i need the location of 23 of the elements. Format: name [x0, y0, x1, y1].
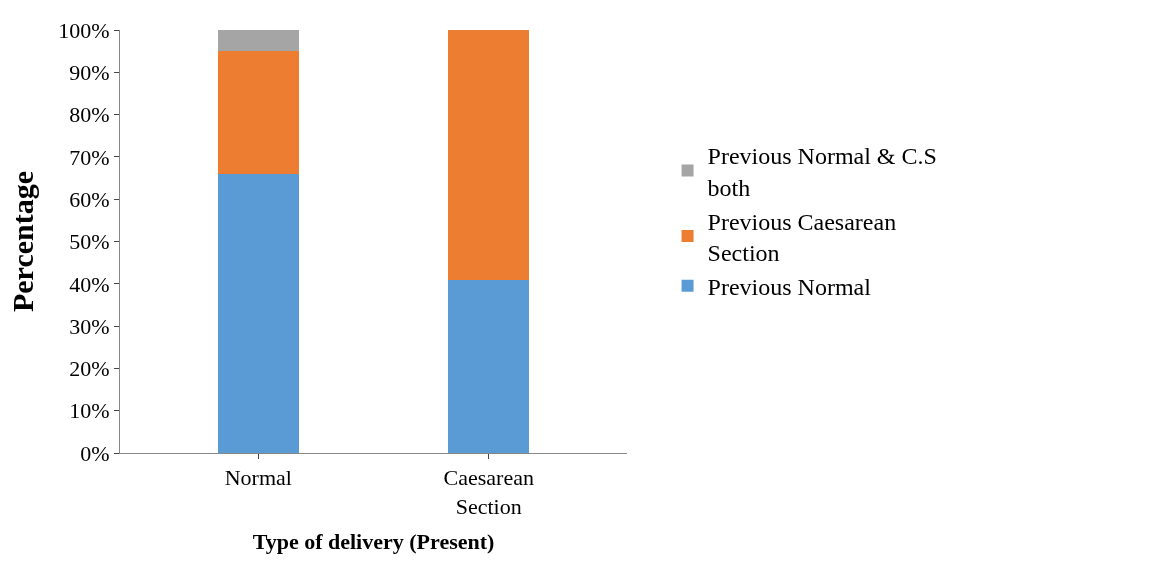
y-tick-label: 10% [69, 398, 110, 424]
y-tick-label: 50% [69, 229, 110, 255]
y-tick-label: 30% [69, 313, 110, 339]
y-axis-title: Percentage [6, 170, 40, 313]
x-tick-label: Normal [224, 465, 292, 491]
bar [217, 173, 299, 453]
y-tick-label: 100% [58, 17, 110, 43]
y-tick-label: 70% [69, 144, 110, 170]
bar [448, 279, 530, 453]
bar [448, 30, 530, 280]
x-tick-label: Caesarean Section [443, 465, 534, 519]
y-tick-label: 20% [69, 356, 110, 382]
bar [217, 30, 299, 52]
y-tick-label: 90% [69, 60, 110, 85]
y-tick-label: 80% [69, 102, 110, 128]
y-tick-label: 40% [69, 271, 110, 297]
x-axis-title: Type of delivery (Present) [252, 528, 495, 554]
legend-label: Previous Caesarean Section [707, 208, 897, 266]
legend-label: Previous Normal & C.S both [707, 143, 937, 201]
y-tick-label: 0% [80, 440, 110, 466]
y-tick-label: 60% [69, 186, 110, 212]
legend-label: Previous Normal [707, 274, 872, 301]
bar [217, 51, 299, 174]
